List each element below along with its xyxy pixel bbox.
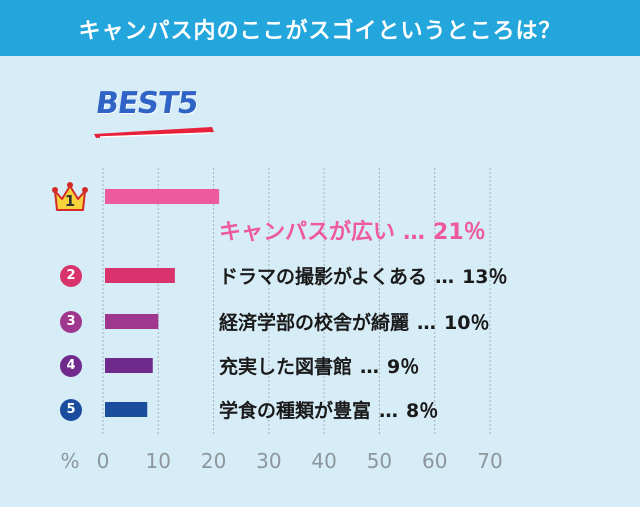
value-label: 21％ (433, 220, 486, 245)
bar (105, 358, 153, 373)
x-tick-label: 0 (97, 449, 110, 473)
x-tick-label: 50 (367, 449, 392, 473)
bar-label: 学食の種類が豊富 … 8％ (219, 396, 438, 423)
bar-label: 経済学部の校舎が綺麗 … 10％ (219, 308, 489, 335)
bar (105, 314, 159, 329)
header-bar: キャンパス内のここがスゴイというところは？ (0, 0, 640, 56)
value-label: 13％ (462, 266, 508, 288)
rank-badge: 5 (60, 398, 82, 421)
x-tick-label: 60 (422, 449, 447, 473)
rank-1-number: 1 (64, 192, 76, 210)
category-name: キャンパスが広い (219, 220, 396, 245)
category-name: 充実した図書館 (219, 356, 353, 378)
category-name: 学食の種類が豊富 (219, 400, 372, 422)
x-tick-label: 30 (256, 449, 281, 473)
ellipsis-separator: … (417, 312, 437, 334)
ellipsis-separator: … (360, 356, 380, 378)
bar-label: 充実した図書館 … 9％ (219, 352, 419, 379)
rank-badge: 2 (60, 264, 82, 287)
ellipsis-separator: … (403, 220, 426, 245)
category-name: 経済学部の校舎が綺麗 (219, 312, 410, 334)
x-tick-label: 10 (146, 449, 171, 473)
rank-badge: 3 (60, 310, 82, 333)
rank-badge: 4 (60, 354, 82, 377)
value-label: 10％ (444, 312, 490, 334)
bar (105, 402, 148, 417)
value-label: 8％ (406, 400, 439, 422)
bar (105, 268, 175, 283)
x-tick-label: 40 (311, 449, 336, 473)
ellipsis-separator: … (435, 266, 455, 288)
x-tick-label: 20 (201, 449, 226, 473)
best5-underline-decoration (94, 127, 214, 138)
bar (105, 189, 220, 204)
category-name: ドラマの撮影がよくある (219, 266, 428, 288)
page-title: キャンパス内のここがスゴイというところは？ (78, 19, 562, 44)
crown-icon: 1 (52, 182, 88, 212)
ellipsis-separator: … (379, 400, 399, 422)
value-label: 9％ (387, 356, 420, 378)
bar-label: ドラマの撮影がよくある … 13％ (219, 262, 508, 289)
x-tick-label: 70 (477, 449, 502, 473)
x-axis-unit-label: % (60, 449, 79, 473)
bar-label: キャンパスが広い … 21％ (219, 214, 486, 246)
